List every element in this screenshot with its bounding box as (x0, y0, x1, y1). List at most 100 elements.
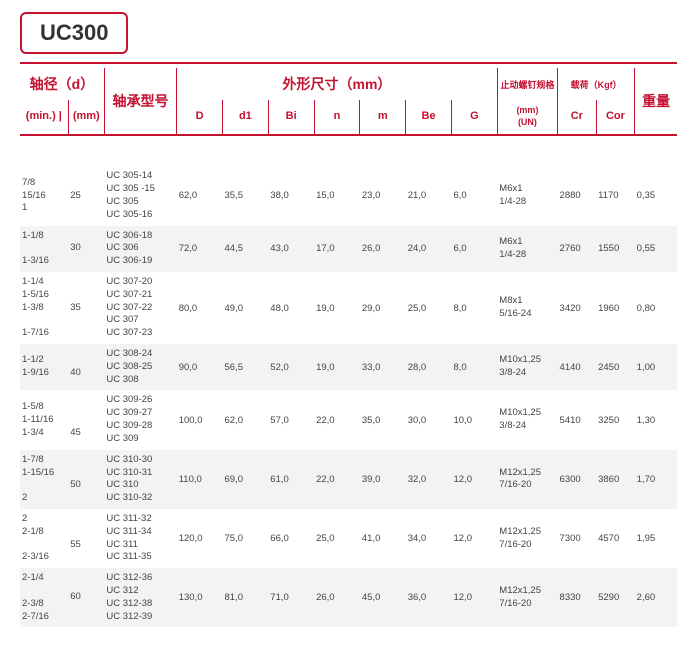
cell-m: 45,0 (360, 568, 406, 627)
cell-Bi: 57,0 (268, 390, 314, 449)
cell-Bi: 52,0 (268, 344, 314, 390)
cell-min: 1-5/8 1-11/16 1-3/4 (20, 390, 68, 449)
hdr-Cr: Cr (558, 100, 597, 134)
hdr-Be: Be (406, 100, 452, 134)
cell-D: 130,0 (177, 568, 223, 627)
data-table: 7/8 15/16 125UC 305-14 UC 305 -15 UC 305… (20, 166, 677, 627)
cell-Be: 36,0 (406, 568, 452, 627)
cell-D: 90,0 (177, 344, 223, 390)
cell-min: 1-1/4 1-5/16 1-3/8 1-7/16 (20, 272, 68, 344)
cell-min: 1-7/8 1-15/16 2 (20, 450, 68, 509)
cell-n: 15,0 (314, 166, 360, 225)
cell-Cr: 4140 (558, 344, 597, 390)
cell-mm: 45 (68, 390, 104, 449)
cell-mm: 25 (68, 166, 104, 225)
cell-wt: 0,80 (635, 272, 677, 344)
cell-Bi: 66,0 (268, 509, 314, 568)
cell-min: 1-1/8 1-3/16 (20, 226, 68, 272)
cell-D: 62,0 (177, 166, 223, 225)
cell-model: UC 307-20 UC 307-21 UC 307-22 UC 307 UC … (104, 272, 176, 344)
cell-wt: 1,70 (635, 450, 677, 509)
cell-mm: 30 (68, 226, 104, 272)
table-row: 7/8 15/16 125UC 305-14 UC 305 -15 UC 305… (20, 166, 677, 225)
hdr-shaft-group: 轴径（d） (20, 68, 104, 100)
cell-D: 120,0 (177, 509, 223, 568)
cell-un: M12x1,25 7/16-20 (497, 568, 557, 627)
hdr-m: m (360, 100, 406, 134)
cell-Cor: 4570 (596, 509, 635, 568)
cell-min: 2 2-1/8 2-3/16 (20, 509, 68, 568)
cell-min: 7/8 15/16 1 (20, 166, 68, 225)
cell-Bi: 71,0 (268, 568, 314, 627)
cell-Cr: 8330 (558, 568, 597, 627)
cell-Be: 28,0 (406, 344, 452, 390)
table-row: 1-5/8 1-11/16 1-3/4 45UC 309-26 UC 309-2… (20, 390, 677, 449)
cell-n: 22,0 (314, 390, 360, 449)
table-row: 1-7/8 1-15/16 2 50UC 310-30 UC 310-31 UC… (20, 450, 677, 509)
cell-model: UC 306-18 UC 306 UC 306-19 (104, 226, 176, 272)
cell-D: 72,0 (177, 226, 223, 272)
cell-G: 8,0 (451, 344, 497, 390)
table-row: 1-1/2 1-9/16 40UC 308-24 UC 308-25 UC 30… (20, 344, 677, 390)
cell-mm: 50 (68, 450, 104, 509)
hdr-n: n (314, 100, 360, 134)
cell-m: 29,0 (360, 272, 406, 344)
cell-Bi: 61,0 (268, 450, 314, 509)
hdr-dims-group: 外形尺寸（mm） (177, 68, 498, 100)
cell-G: 8,0 (451, 272, 497, 344)
cell-un: M6x1 1/4-28 (497, 166, 557, 225)
cell-Be: 25,0 (406, 272, 452, 344)
cell-G: 6,0 (451, 226, 497, 272)
hdr-model: 轴承型号 (104, 68, 176, 134)
hdr-d1: d1 (222, 100, 268, 134)
cell-d1: 49,0 (223, 272, 269, 344)
cell-mm: 40 (68, 344, 104, 390)
table-row: 2-1/4 2-3/8 2-7/1660UC 312-36 UC 312 UC … (20, 568, 677, 627)
cell-n: 25,0 (314, 509, 360, 568)
hdr-Bi: Bi (268, 100, 314, 134)
cell-m: 23,0 (360, 166, 406, 225)
cell-Be: 24,0 (406, 226, 452, 272)
header-table: 轴径（d） 轴承型号 外形尺寸（mm） 止动螺钉规格 载荷（Kgf） 重量 (m… (20, 68, 677, 136)
cell-wt: 1,00 (635, 344, 677, 390)
cell-m: 35,0 (360, 390, 406, 449)
cell-un: M8x1 5/16-24 (497, 272, 557, 344)
cell-mm: 55 (68, 509, 104, 568)
page-wrap: UC300 轴径（d） 轴承型号 外形尺寸（mm） 止动螺钉规格 载荷（Kgf）… (0, 0, 697, 647)
cell-Be: 21,0 (406, 166, 452, 225)
hdr-screw-group: 止动螺钉规格 (497, 68, 557, 100)
table-row: 1-1/4 1-5/16 1-3/8 1-7/1635UC 307-20 UC … (20, 272, 677, 344)
cell-n: 22,0 (314, 450, 360, 509)
cell-model: UC 309-26 UC 309-27 UC 309-28 UC 309 (104, 390, 176, 449)
cell-D: 80,0 (177, 272, 223, 344)
cell-wt: 1,30 (635, 390, 677, 449)
cell-D: 110,0 (177, 450, 223, 509)
hdr-D: D (177, 100, 223, 134)
hdr-un: (mm) (UN) (497, 100, 557, 134)
hdr-mm: (mm) (68, 100, 104, 134)
cell-Bi: 43,0 (268, 226, 314, 272)
cell-model: UC 305-14 UC 305 -15 UC 305 UC 305-16 (104, 166, 176, 225)
product-title: UC300 (20, 12, 128, 54)
cell-G: 10,0 (451, 390, 497, 449)
cell-mm: 60 (68, 568, 104, 627)
hdr-G: G (451, 100, 497, 134)
table-row: 1-1/8 1-3/1630UC 306-18 UC 306 UC 306-19… (20, 226, 677, 272)
cell-d1: 69,0 (223, 450, 269, 509)
cell-Bi: 48,0 (268, 272, 314, 344)
cell-Cor: 1550 (596, 226, 635, 272)
hdr-weight: 重量 (635, 68, 677, 134)
cell-Bi: 38,0 (268, 166, 314, 225)
cell-un: M10x1,25 3/8-24 (497, 390, 557, 449)
cell-min: 2-1/4 2-3/8 2-7/16 (20, 568, 68, 627)
cell-wt: 2,60 (635, 568, 677, 627)
cell-model: UC 311-32 UC 311-34 UC 311 UC 311-35 (104, 509, 176, 568)
hdr-Cor: Cor (596, 100, 635, 134)
cell-Cor: 5290 (596, 568, 635, 627)
cell-Cor: 3250 (596, 390, 635, 449)
cell-Be: 32,0 (406, 450, 452, 509)
cell-Cor: 1960 (596, 272, 635, 344)
cell-d1: 56,5 (223, 344, 269, 390)
cell-G: 6,0 (451, 166, 497, 225)
table-row: 2 2-1/8 2-3/16 55UC 311-32 UC 311-34 UC … (20, 509, 677, 568)
